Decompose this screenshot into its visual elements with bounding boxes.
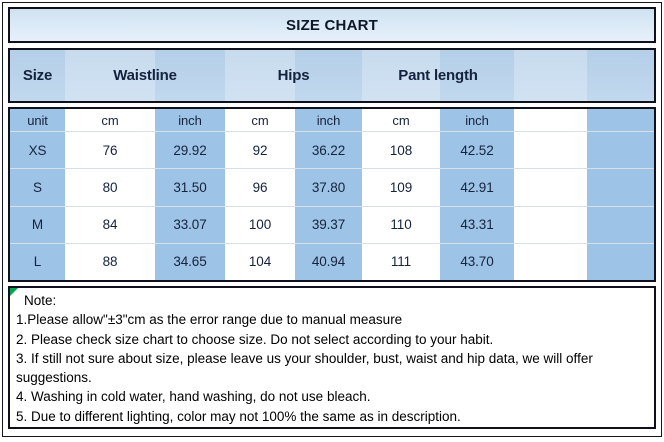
cell [514, 206, 587, 243]
cell [514, 243, 587, 280]
cell: 100 [225, 206, 295, 243]
cell: inch [155, 109, 225, 131]
cell: cm [225, 109, 295, 131]
size-chart-title-band: SIZE CHART [8, 7, 656, 43]
note-line: 3. If still not sure about size, please … [16, 350, 593, 386]
notes-panel: Note: 1.Please allow"±3"cm as the error … [8, 286, 656, 429]
cell: 96 [225, 169, 295, 206]
header-pant-length: Pant length [398, 67, 478, 84]
cell: 39.37 [295, 206, 362, 243]
header-empty [514, 50, 654, 101]
cell [514, 132, 587, 169]
header-waistline: Waistline [113, 67, 177, 84]
corner-marker-icon [10, 288, 18, 296]
cell: 43.31 [440, 206, 514, 243]
cell: 34.65 [155, 243, 225, 280]
cell: 37.80 [295, 169, 362, 206]
cell: 109 [362, 169, 440, 206]
cell: 76 [65, 132, 155, 169]
size-table: unit cm inch cm inch cm inch XS 76 29.92… [8, 107, 656, 282]
cell [587, 169, 654, 206]
note-line: 5. Due to different lighting, color may … [16, 408, 461, 424]
note-line: 4. Washing in cold water, hand washing, … [16, 389, 371, 405]
size-row-xs: XS 76 29.92 92 36.22 108 42.52 [10, 131, 654, 169]
table-header-band: Size Waistline Hips Pant length [8, 48, 656, 103]
cell: 92 [225, 132, 295, 169]
cell: S [10, 169, 65, 206]
table-header-row: Size Waistline Hips Pant length [10, 50, 654, 101]
unit-row: unit cm inch cm inch cm inch [10, 109, 654, 131]
header-hips: Hips [277, 67, 310, 84]
cell: inch [440, 109, 514, 131]
cell: unit [10, 109, 65, 131]
page-title: SIZE CHART [286, 16, 378, 34]
cell [587, 132, 654, 169]
cell [514, 109, 587, 131]
note-line: 1.Please allow"±3"cm as the error range … [16, 312, 403, 328]
header-size: Size [22, 67, 53, 84]
cell [587, 243, 654, 280]
cell: inch [295, 109, 362, 131]
cell: 29.92 [155, 132, 225, 169]
cell: 110 [362, 206, 440, 243]
cell: 42.52 [440, 132, 514, 169]
cell: 33.07 [155, 206, 225, 243]
cell: M [10, 206, 65, 243]
cell: 104 [225, 243, 295, 280]
cell: 111 [362, 243, 440, 280]
cell: XS [10, 132, 65, 169]
notes-heading: Note: [24, 293, 57, 308]
cell [587, 109, 654, 131]
cell [514, 169, 587, 206]
cell [587, 206, 654, 243]
cell: 80 [65, 169, 155, 206]
cell: 40.94 [295, 243, 362, 280]
cell: 42.91 [440, 169, 514, 206]
cell: cm [362, 109, 440, 131]
size-row-m: M 84 33.07 100 39.37 110 43.31 [10, 205, 654, 243]
cell: 88 [65, 243, 155, 280]
cell: cm [65, 109, 155, 131]
cell: L [10, 243, 65, 280]
cell: 108 [362, 132, 440, 169]
cell: 36.22 [295, 132, 362, 169]
outer-frame [2, 2, 662, 437]
cell: 31.50 [155, 169, 225, 206]
cell: 43.70 [440, 243, 514, 280]
note-line: 2. Please check size chart to choose siz… [16, 331, 494, 347]
size-row-s: S 80 31.50 96 37.80 109 42.91 [10, 168, 654, 206]
cell: 84 [65, 206, 155, 243]
size-row-l: L 88 34.65 104 40.94 111 43.70 [10, 242, 654, 280]
